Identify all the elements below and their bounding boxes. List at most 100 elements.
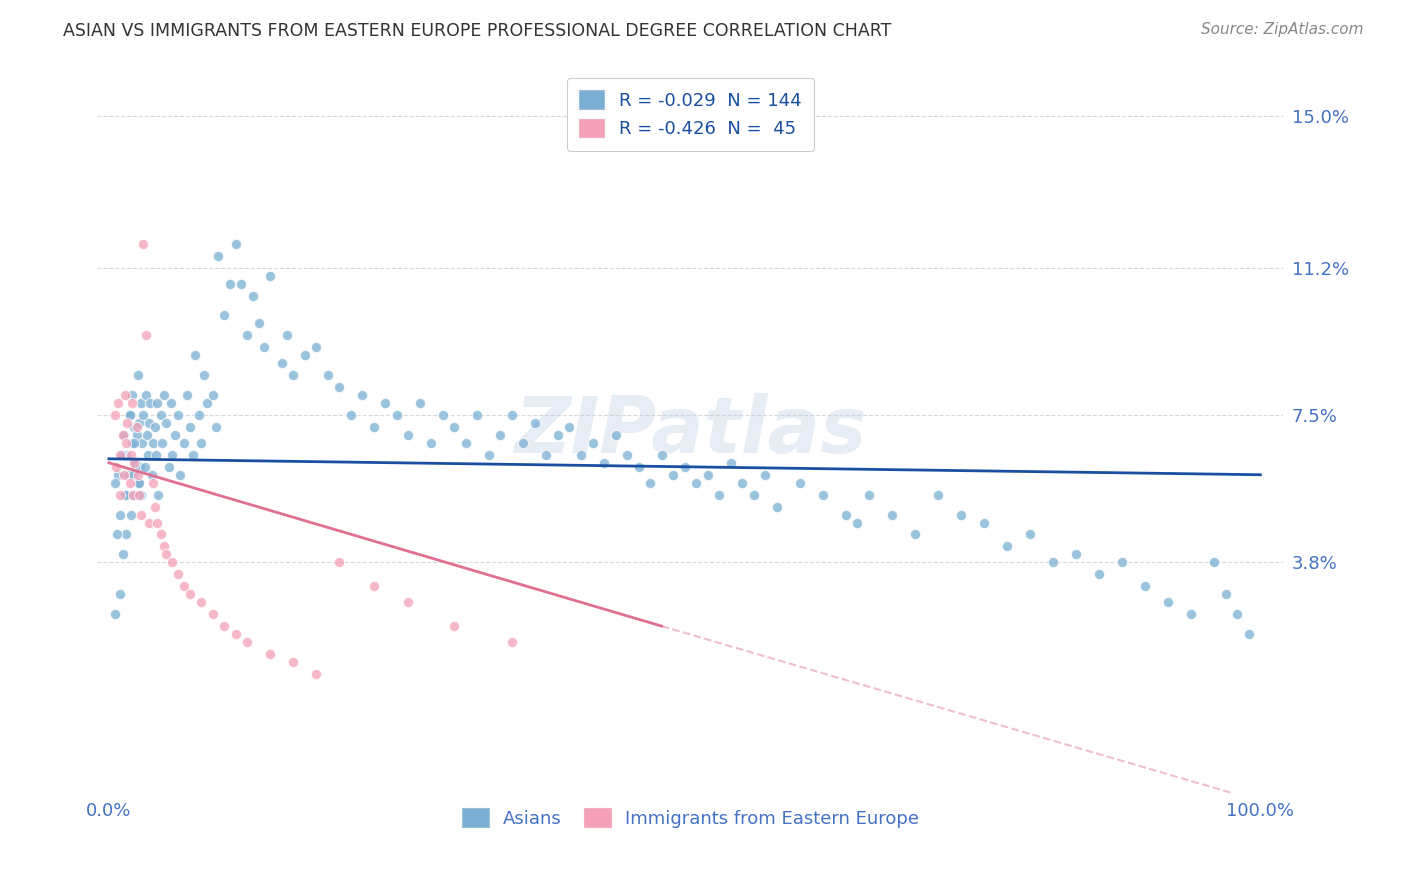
Point [242, 288, 264, 302]
Point [432, 408, 454, 422]
Point [1019, 527, 1042, 541]
Point [638, 475, 661, 490]
Point [328, 380, 350, 394]
Point [352, 388, 374, 402]
Point [409, 396, 432, 410]
Point [129, 459, 152, 474]
Point [129, 396, 152, 410]
Point [127, 467, 149, 482]
Point [163, 428, 186, 442]
Point [142, 475, 165, 490]
Point [111, 548, 134, 562]
Point [120, 508, 142, 522]
Point [231, 277, 253, 291]
Point [363, 579, 385, 593]
Point [501, 635, 523, 649]
Point [127, 368, 149, 383]
Point [118, 475, 141, 490]
Point [846, 516, 869, 530]
Point [363, 420, 385, 434]
Point [523, 416, 546, 430]
Point [1135, 579, 1157, 593]
Text: ZIPatlas: ZIPatlas [515, 393, 866, 469]
Point [115, 527, 138, 541]
Point [110, 448, 132, 462]
Point [124, 456, 146, 470]
Point [115, 448, 138, 462]
Point [104, 459, 127, 474]
Point [709, 488, 731, 502]
Point [153, 540, 176, 554]
Point [176, 388, 198, 402]
Point [259, 647, 281, 661]
Point [467, 408, 489, 422]
Point [1064, 548, 1087, 562]
Point [501, 408, 523, 422]
Point [118, 408, 141, 422]
Point [927, 488, 949, 502]
Point [110, 508, 132, 522]
Point [122, 467, 145, 482]
Point [489, 428, 512, 442]
Point [212, 309, 235, 323]
Point [107, 396, 129, 410]
Point [374, 396, 396, 410]
Point [122, 488, 145, 502]
Point [512, 436, 534, 450]
Point [110, 488, 132, 502]
Point [218, 277, 240, 291]
Point [673, 459, 696, 474]
Point [146, 396, 169, 410]
Point [443, 420, 465, 434]
Point [616, 448, 638, 462]
Point [696, 467, 718, 482]
Point [143, 500, 166, 514]
Point [1180, 607, 1202, 621]
Point [128, 416, 150, 430]
Point [212, 619, 235, 633]
Point [247, 317, 270, 331]
Point [276, 328, 298, 343]
Point [581, 436, 603, 450]
Point [117, 467, 139, 482]
Point [904, 527, 927, 541]
Point [135, 388, 157, 402]
Point [128, 488, 150, 502]
Point [193, 368, 215, 383]
Point [443, 619, 465, 633]
Point [173, 436, 195, 450]
Point [122, 420, 145, 434]
Point [281, 368, 304, 383]
Point [1204, 555, 1226, 569]
Point [835, 508, 858, 522]
Point [662, 467, 685, 482]
Point [112, 428, 135, 442]
Point [110, 587, 132, 601]
Point [858, 488, 880, 502]
Point [995, 540, 1018, 554]
Point [184, 348, 207, 362]
Point [104, 475, 127, 490]
Point [811, 488, 834, 502]
Point [145, 448, 167, 462]
Point [125, 420, 148, 434]
Point [112, 467, 135, 482]
Point [148, 488, 170, 502]
Point [121, 436, 143, 450]
Point [110, 448, 132, 462]
Point [122, 436, 145, 450]
Point [153, 388, 176, 402]
Point [136, 448, 159, 462]
Point [236, 328, 259, 343]
Point [129, 488, 152, 502]
Point [1088, 567, 1111, 582]
Point [115, 436, 138, 450]
Point [135, 328, 157, 343]
Point [328, 555, 350, 569]
Point [1226, 607, 1249, 621]
Point [187, 408, 209, 422]
Point [1215, 587, 1237, 601]
Point [1042, 555, 1064, 569]
Point [201, 607, 224, 621]
Point [155, 416, 177, 430]
